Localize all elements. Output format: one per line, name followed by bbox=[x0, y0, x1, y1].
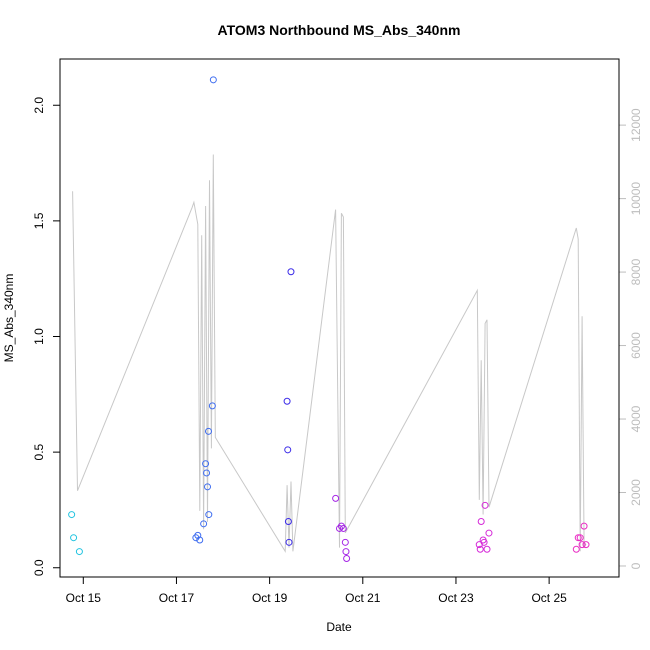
data-point bbox=[70, 534, 78, 542]
plot-frame bbox=[59, 58, 620, 578]
data-point bbox=[337, 522, 345, 530]
data-point bbox=[283, 397, 291, 405]
data-point bbox=[574, 534, 582, 542]
data-point bbox=[285, 538, 293, 546]
data-point bbox=[203, 469, 211, 477]
data-point bbox=[75, 548, 83, 556]
data-point bbox=[578, 541, 586, 549]
data-point bbox=[208, 402, 216, 410]
y-tick-label: 0.0 bbox=[32, 559, 46, 576]
data-point bbox=[200, 520, 208, 528]
data-point bbox=[582, 541, 590, 549]
y-axis-label: MS_Abs_340nm bbox=[2, 274, 16, 363]
data-point bbox=[205, 511, 213, 519]
data-point bbox=[287, 268, 295, 276]
data-point bbox=[572, 545, 580, 553]
y2-tick-label: 4000 bbox=[629, 405, 643, 432]
data-point bbox=[204, 427, 212, 435]
x-tick-label: Oct 15 bbox=[66, 591, 102, 605]
x-tick-label: Oct 23 bbox=[438, 591, 474, 605]
data-point bbox=[68, 511, 76, 519]
secondary-line-layer bbox=[72, 154, 587, 553]
data-point bbox=[332, 494, 340, 502]
data-point bbox=[341, 538, 349, 546]
data-point bbox=[476, 545, 484, 553]
y-tick-label: 1.5 bbox=[32, 212, 46, 229]
data-point bbox=[284, 518, 292, 525]
y2-tick-label: 12000 bbox=[629, 108, 643, 142]
x-tick-label: Oct 17 bbox=[159, 591, 195, 605]
x-tick-label: Oct 25 bbox=[531, 591, 567, 605]
data-point bbox=[284, 446, 292, 454]
y-tick-label: 0.5 bbox=[32, 443, 46, 460]
data-point bbox=[204, 483, 212, 491]
secondary-line bbox=[72, 154, 587, 553]
y2-tick-label: 2000 bbox=[629, 479, 643, 506]
x-tick-label: Oct 19 bbox=[252, 591, 288, 605]
data-point bbox=[194, 531, 202, 539]
data-point bbox=[480, 538, 488, 546]
data-point bbox=[483, 545, 491, 553]
y2-tick-label: 8000 bbox=[629, 258, 643, 285]
x-tick-label: Oct 21 bbox=[345, 591, 381, 605]
data-point bbox=[196, 536, 204, 544]
x-axis-label: Date bbox=[326, 620, 352, 634]
y2-tick-label: 0 bbox=[629, 562, 643, 569]
data-point bbox=[576, 534, 584, 542]
data-point bbox=[342, 548, 350, 556]
data-point bbox=[339, 524, 347, 532]
data-point bbox=[481, 501, 489, 509]
y2-tick-label: 6000 bbox=[629, 332, 643, 359]
y-tick-label: 2.0 bbox=[32, 97, 46, 114]
points-layer bbox=[68, 76, 590, 562]
y-tick-label: 1.0 bbox=[32, 328, 46, 345]
data-point bbox=[202, 460, 210, 468]
data-point bbox=[343, 555, 351, 562]
data-point bbox=[192, 534, 200, 542]
data-point bbox=[209, 76, 217, 84]
data-point bbox=[580, 522, 588, 530]
data-point bbox=[336, 524, 343, 532]
y2-tick-label: 10000 bbox=[629, 182, 643, 216]
chart-title: ATOM3 Northbound MS_Abs_340nm bbox=[218, 22, 461, 38]
data-point bbox=[485, 529, 493, 537]
data-point bbox=[477, 518, 485, 525]
